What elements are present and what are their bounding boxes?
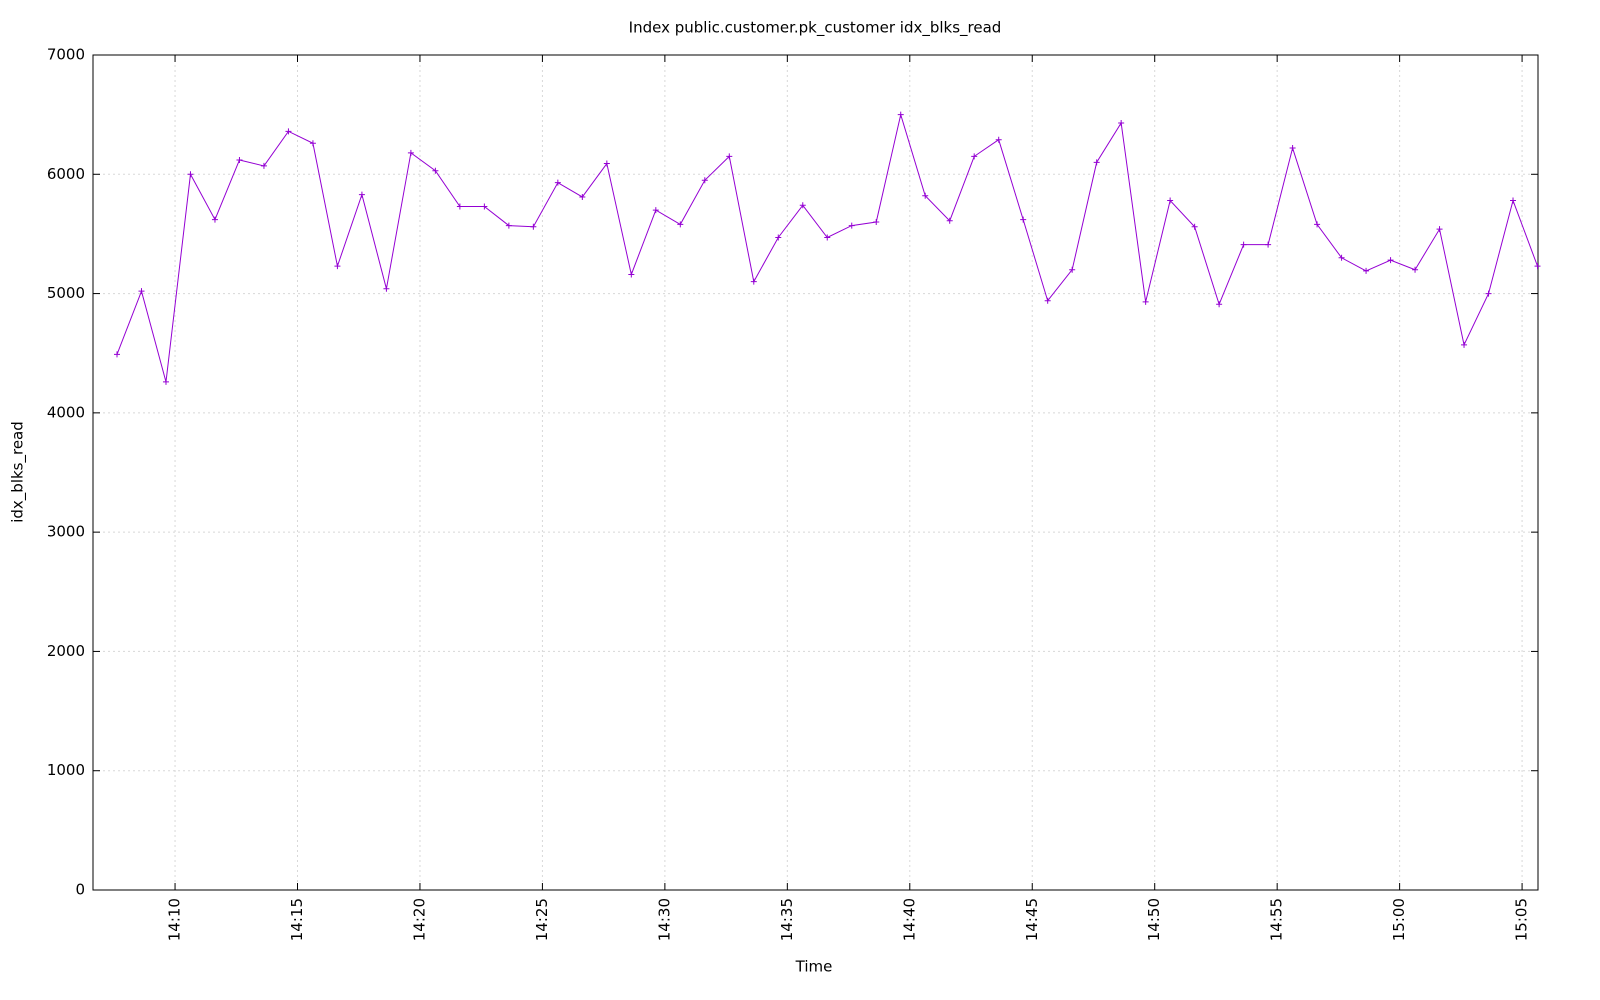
data-point [628, 271, 635, 278]
data-point [971, 153, 978, 160]
data-point [505, 222, 512, 229]
data-point [383, 285, 390, 292]
data-point [1167, 197, 1174, 204]
series-line [116, 112, 1538, 382]
data-point [1485, 290, 1492, 297]
data-point [236, 156, 243, 163]
y-axis-label: idx_blks_read [9, 421, 28, 523]
data-point [1510, 197, 1517, 204]
data-point [1363, 267, 1370, 274]
data-point [750, 278, 757, 285]
data-point [481, 203, 488, 210]
y-tick-label: 2000 [47, 642, 85, 660]
data-point [1069, 266, 1076, 273]
x-tick-label: 14:50 [1145, 898, 1163, 941]
data-point [1240, 241, 1247, 248]
x-tick-label: 15:00 [1390, 898, 1408, 941]
data-point [775, 234, 782, 241]
data-point [1093, 159, 1100, 166]
y-tick-label: 4000 [47, 403, 85, 421]
data-point [1289, 145, 1296, 152]
y-tick-label: 0 [75, 881, 85, 899]
data-point [358, 191, 365, 198]
data-point [1020, 216, 1027, 223]
data-point [1191, 223, 1198, 230]
data-point [1461, 341, 1468, 348]
data-point [432, 167, 439, 174]
data-point [603, 160, 610, 167]
data-point [1436, 226, 1443, 233]
y-tick-label: 1000 [47, 761, 85, 779]
data-point [701, 177, 708, 184]
data-point [652, 207, 659, 214]
data-point [530, 223, 537, 230]
x-tick-label: 15:05 [1513, 898, 1531, 941]
data-point [138, 288, 145, 295]
data-point [1387, 257, 1394, 264]
data-point [922, 192, 929, 199]
x-tick-label: 14:25 [533, 898, 551, 941]
data-point [114, 351, 121, 358]
data-point [211, 216, 218, 223]
x-tick-label: 14:35 [778, 898, 796, 941]
data-point [1338, 254, 1345, 261]
x-axis-label: Time [795, 958, 833, 976]
data-point [579, 193, 586, 200]
x-tick-label: 14:10 [166, 898, 184, 941]
x-tick-label: 14:15 [288, 898, 306, 941]
x-tick-label: 14:30 [655, 898, 673, 941]
data-point [1118, 119, 1125, 126]
data-point [554, 179, 561, 186]
data-point [334, 263, 341, 270]
data-point [162, 378, 169, 385]
x-tick-label: 14:55 [1268, 898, 1286, 941]
plot-frame [92, 54, 1539, 891]
data-point [407, 149, 414, 156]
data-point [1142, 298, 1149, 305]
x-tick-label: 14:20 [410, 898, 428, 941]
data-point [995, 136, 1002, 143]
x-tick-label: 14:40 [900, 898, 918, 941]
x-tick-label: 14:45 [1023, 898, 1041, 941]
data-point [677, 221, 684, 228]
data-point [260, 162, 267, 169]
y-tick-label: 5000 [47, 284, 85, 302]
y-tick-label: 7000 [47, 46, 85, 64]
chart-title: Index public.customer.pk_customer idx_bl… [629, 19, 1002, 38]
data-point [1265, 241, 1272, 248]
data-point [873, 219, 880, 225]
data-point [309, 140, 316, 147]
data-point [1412, 266, 1419, 273]
data-point [1534, 263, 1541, 270]
data-point [1314, 221, 1321, 228]
data-point [824, 234, 831, 241]
data-point [726, 153, 733, 160]
data-point [1044, 297, 1051, 304]
data-point [897, 111, 904, 118]
data-point [187, 171, 194, 178]
data-point [848, 222, 855, 229]
data-point [1216, 301, 1223, 308]
y-tick-label: 3000 [47, 523, 85, 541]
data-point [799, 202, 806, 209]
data-point [285, 128, 292, 135]
data-point [456, 203, 463, 210]
data-point [946, 217, 953, 224]
y-tick-label: 6000 [47, 165, 85, 183]
